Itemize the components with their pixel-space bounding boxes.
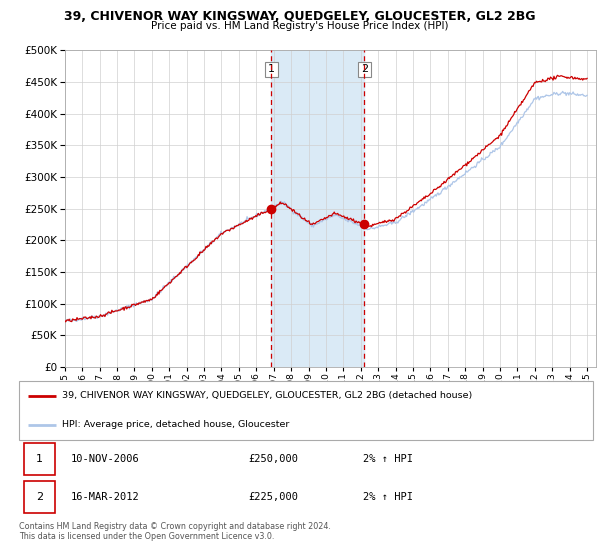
Text: £225,000: £225,000 xyxy=(248,492,299,502)
Text: 1: 1 xyxy=(268,64,275,74)
Text: 10-NOV-2006: 10-NOV-2006 xyxy=(71,454,140,464)
Text: Price paid vs. HM Land Registry's House Price Index (HPI): Price paid vs. HM Land Registry's House … xyxy=(151,21,449,31)
Bar xyxy=(271,50,364,367)
Text: 39, CHIVENOR WAY KINGSWAY, QUEDGELEY, GLOUCESTER, GL2 2BG: 39, CHIVENOR WAY KINGSWAY, QUEDGELEY, GL… xyxy=(64,10,536,22)
Text: 1: 1 xyxy=(36,454,43,464)
Text: 2: 2 xyxy=(36,492,43,502)
Text: £250,000: £250,000 xyxy=(248,454,299,464)
Text: 16-MAR-2012: 16-MAR-2012 xyxy=(71,492,140,502)
Text: HPI: Average price, detached house, Gloucester: HPI: Average price, detached house, Glou… xyxy=(62,421,290,430)
Text: 39, CHIVENOR WAY KINGSWAY, QUEDGELEY, GLOUCESTER, GL2 2BG (detached house): 39, CHIVENOR WAY KINGSWAY, QUEDGELEY, GL… xyxy=(62,391,472,400)
Text: Contains HM Land Registry data © Crown copyright and database right 2024.
This d: Contains HM Land Registry data © Crown c… xyxy=(19,522,331,542)
FancyBboxPatch shape xyxy=(24,443,55,475)
FancyBboxPatch shape xyxy=(19,381,593,440)
Text: 2% ↑ HPI: 2% ↑ HPI xyxy=(364,492,413,502)
Text: 2% ↑ HPI: 2% ↑ HPI xyxy=(364,454,413,464)
Text: 2: 2 xyxy=(361,64,368,74)
FancyBboxPatch shape xyxy=(24,481,55,513)
